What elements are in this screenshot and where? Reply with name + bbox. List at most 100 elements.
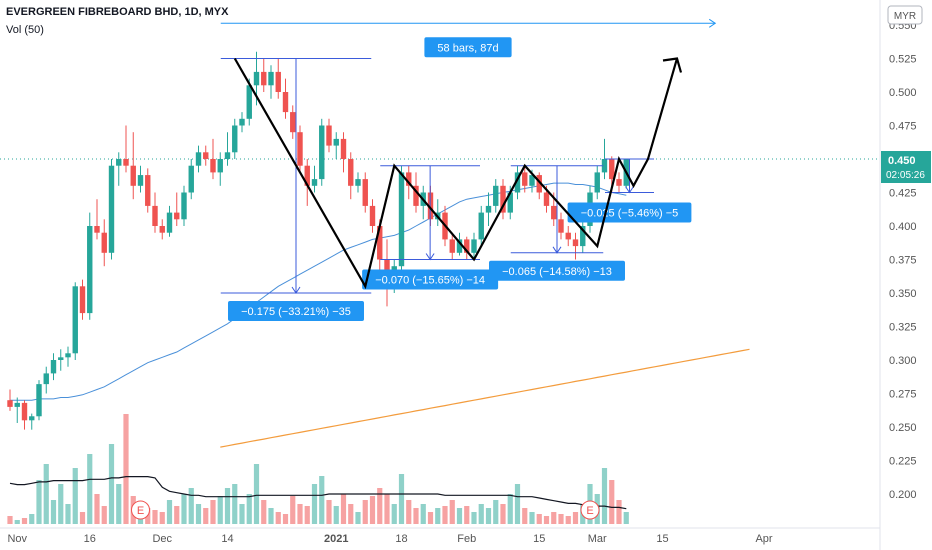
y-tick-label: 0.225 (889, 456, 917, 468)
volume-bar (449, 500, 455, 524)
candle-body (406, 172, 412, 186)
x-tick-label: 15 (533, 533, 545, 545)
volume-bar (21, 518, 28, 524)
volume-bar (210, 500, 216, 524)
volume-bar (297, 504, 303, 524)
y-tick-label: 0.400 (889, 221, 917, 233)
volume-bar (181, 494, 187, 524)
candle-body (224, 152, 231, 159)
candle-body (239, 118, 245, 126)
y-tick-label: 0.500 (889, 87, 917, 99)
candle-body (580, 226, 586, 247)
range-label: −0.025 (−5.46%) −5 (581, 208, 679, 220)
volume-bar (232, 484, 238, 524)
y-tick-label: 0.200 (889, 489, 917, 501)
volume-bar (478, 504, 484, 524)
x-tick-label: Feb (457, 533, 476, 545)
volume-bar (87, 454, 93, 524)
volume-bar (340, 494, 347, 524)
volume-bar (195, 504, 202, 524)
candle-body (377, 226, 383, 260)
candle-body (326, 125, 332, 146)
candle-body (558, 219, 564, 233)
candle-body (514, 172, 521, 193)
volume-bar (290, 496, 296, 524)
candle-body (616, 179, 622, 186)
x-tick-label: Apr (755, 533, 772, 545)
volume-bar (152, 510, 158, 524)
candle-body (340, 138, 347, 159)
candle-body (50, 360, 57, 374)
last-price-value: 0.450 (888, 155, 916, 167)
volume-bar (500, 504, 506, 524)
candle-body (152, 205, 158, 226)
bar-count-arrowhead (708, 18, 717, 28)
candle-body (43, 373, 49, 385)
candle-body (456, 239, 463, 253)
candle-body (493, 185, 499, 206)
candle-body (217, 159, 223, 173)
y-tick-label: 0.275 (889, 389, 917, 401)
volume-bar (261, 500, 267, 524)
volume-bar (529, 512, 535, 524)
range-label-bg (228, 301, 364, 321)
ma-long-line (220, 348, 750, 448)
bar-count-label-bg (424, 37, 512, 58)
candle-body (601, 159, 608, 173)
x-tick-label: 15 (656, 533, 668, 545)
volume-bar (384, 494, 390, 524)
y-tick-label: 0.475 (889, 121, 917, 133)
x-tick-label: 16 (84, 533, 96, 545)
candle-body (101, 232, 107, 253)
volume-bar (7, 516, 13, 524)
candle-body (7, 400, 13, 407)
candle-body (181, 192, 187, 220)
x-tick-label: Dec (152, 533, 172, 545)
candle-body (348, 159, 354, 186)
y-tick-label: 0.525 (889, 54, 917, 66)
volume-bar (572, 512, 579, 524)
volume-bar (282, 514, 289, 524)
volume-bar (268, 508, 274, 524)
volume-bar (456, 508, 463, 524)
x-tick-label: 18 (395, 533, 407, 545)
y-tick-label: 0.300 (889, 355, 917, 367)
axes: 0.200 0.225 0.250 0.275 0.300 0.325 0.350 0.375… (7, 5, 931, 545)
candle-body (464, 239, 470, 253)
volume-average-line (9, 476, 627, 510)
x-tick-label: 2021 (324, 533, 348, 545)
ma-short-line (10, 182, 627, 401)
volume-bar (551, 512, 557, 524)
drawings: E E −0.175 (−33.21%) −35 −0.070 (−15.65%) −… (131, 18, 717, 520)
volume-bars (7, 414, 629, 524)
volume-bar (333, 506, 339, 524)
volume-bar (623, 512, 629, 524)
volume-bar (601, 468, 608, 524)
candle-body (522, 172, 528, 186)
volume-bar (239, 504, 245, 524)
volume-bar (123, 414, 129, 524)
volume-bar (377, 488, 383, 524)
range-arrowhead (552, 246, 562, 254)
earnings-marker[interactable]: E (131, 500, 150, 520)
candle-body (536, 175, 542, 193)
x-tick-label: Mar (588, 533, 607, 545)
currency-badge[interactable] (887, 5, 923, 25)
earnings-marker[interactable]: E (580, 500, 600, 520)
range-label: −0.175 (−33.21%) −35 (241, 306, 351, 318)
last-price-badge (881, 151, 931, 183)
candle-body (79, 286, 86, 314)
volume-bar (94, 494, 100, 524)
volume-average (9, 476, 627, 510)
candle-body (311, 179, 318, 186)
volume-bar (536, 514, 542, 524)
candle-body (478, 212, 484, 240)
chart-title: EVERGREEN FIBREBOARD BHD, 1D, MYX (6, 6, 229, 18)
candle-body (333, 138, 339, 146)
candle-body (232, 125, 238, 153)
candle-body (449, 239, 455, 253)
candle-body (116, 159, 122, 166)
volume-bar (616, 500, 622, 524)
range-label-bg (567, 202, 692, 223)
